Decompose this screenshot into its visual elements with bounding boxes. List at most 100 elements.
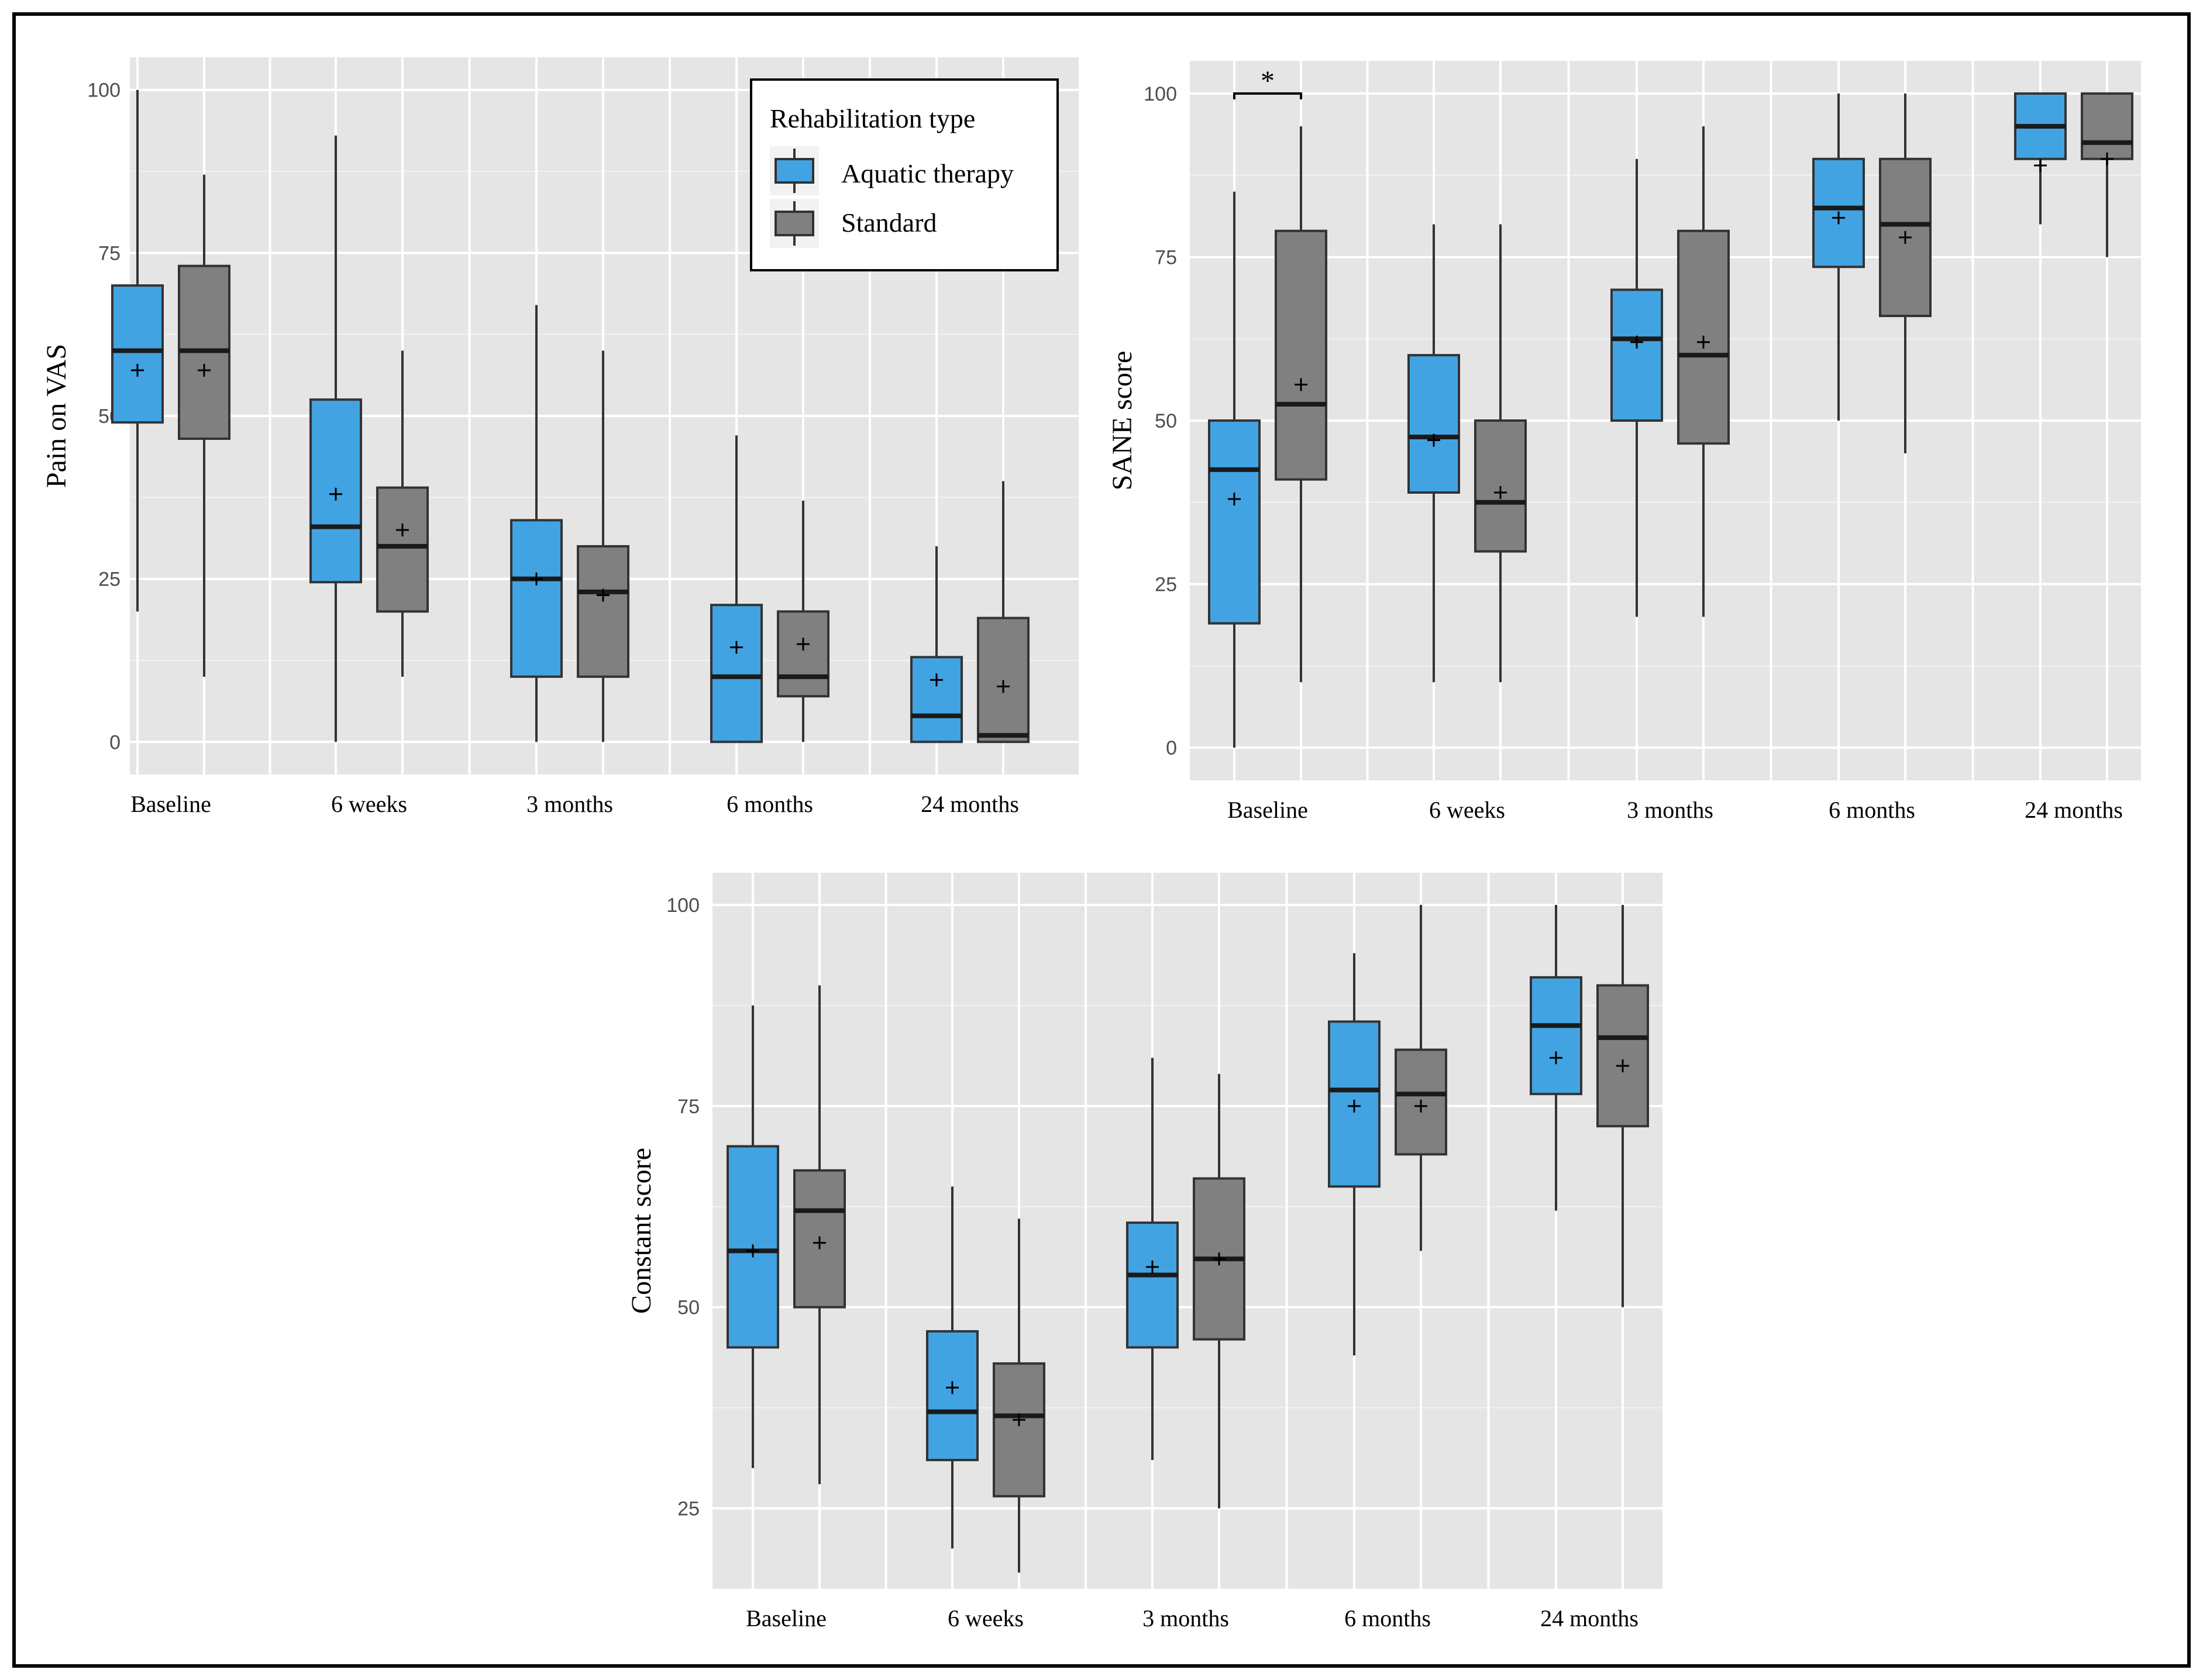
x-tick-label: Baseline	[130, 791, 211, 817]
x-tick-label: 6 months	[1344, 1605, 1431, 1631]
iqr-box	[510, 519, 563, 678]
y-tick-label: 25	[677, 1497, 700, 1520]
box-standard-24-months	[2081, 92, 2133, 257]
box-standard-24-months	[1596, 905, 1649, 1307]
x-tick-label: 3 months	[1142, 1605, 1229, 1631]
iqr-box	[2081, 92, 2133, 160]
x-tick-label: 6 weeks	[331, 791, 407, 817]
plot-background	[712, 873, 1662, 1589]
mean-marker	[1494, 486, 1507, 499]
iqr-box	[993, 1362, 1045, 1497]
mean-marker	[997, 680, 1010, 693]
mean-marker	[813, 1236, 826, 1249]
y-axis-title: Pain on VAS	[41, 344, 72, 488]
y-axis-title: Constant score	[626, 1148, 657, 1314]
box-aquatic-therapy-baseline	[727, 1005, 779, 1468]
legend: Rehabilitation type Aquatic therapy Stan…	[750, 78, 1059, 271]
mean-marker	[1899, 230, 1912, 244]
iqr-box	[1275, 229, 1327, 481]
iqr-box	[1208, 419, 1261, 625]
mean-marker	[597, 588, 610, 602]
y-tick-label: 0	[109, 731, 121, 753]
legend-title: Rehabilitation type	[770, 104, 975, 133]
iqr-box	[376, 486, 429, 613]
significance-label: *	[1261, 66, 1275, 97]
y-tick-label: 25	[98, 569, 121, 591]
mean-marker	[1427, 433, 1440, 447]
y-tick-label: 75	[98, 242, 121, 264]
box-aquatic-therapy-6-months	[1328, 953, 1381, 1356]
sane-score-panel: 0 25 50 75 100 * Baseline 6 weeks 3 months 6 mont…	[1107, 61, 2141, 823]
legend-label-standard: Standard	[841, 208, 937, 237]
mean-marker	[131, 363, 144, 377]
y-tick-label: 75	[677, 1096, 700, 1118]
x-tick-label: Baseline	[746, 1605, 827, 1631]
box-standard-24-months	[977, 481, 1030, 743]
box-aquatic-therapy-6-weeks	[1407, 224, 1460, 683]
mean-marker	[1697, 335, 1710, 349]
mean-marker	[530, 572, 543, 586]
y-tick-label: 100	[1144, 83, 1177, 105]
mean-marker	[329, 487, 342, 501]
box-aquatic-therapy-6-months	[1812, 93, 1865, 421]
box-standard-6-months	[1395, 905, 1447, 1251]
x-tick-label: 24 months	[1540, 1605, 1639, 1631]
mean-marker	[1832, 211, 1845, 225]
box-aquatic-therapy-24-months	[2014, 92, 2067, 225]
box-aquatic-therapy-3-months	[1610, 159, 1663, 617]
box-aquatic-therapy-baseline	[111, 89, 164, 612]
box-aquatic-therapy-24-months	[910, 546, 963, 743]
iqr-box	[1610, 288, 1663, 422]
iqr-box	[1474, 419, 1527, 553]
iqr-box	[926, 1330, 979, 1461]
mean-marker	[1550, 1051, 1562, 1065]
y-tick-label: 100	[87, 80, 121, 102]
mean-marker	[1630, 335, 1643, 349]
box-standard-baseline	[178, 174, 230, 677]
box-aquatic-therapy-6-months	[710, 435, 763, 743]
y-tick-label: 50	[1155, 410, 1177, 432]
mean-marker	[1348, 1099, 1361, 1113]
x-tick-label: 3 months	[526, 791, 613, 817]
x-tick-label: 3 months	[1627, 797, 1713, 823]
box-aquatic-therapy-3-months	[1126, 1058, 1179, 1460]
box-aquatic-therapy-baseline	[1208, 191, 1261, 748]
mean-marker	[1295, 378, 1307, 391]
y-axis-title: SANE score	[1107, 351, 1138, 491]
mean-marker	[930, 673, 943, 687]
iqr-box	[777, 610, 829, 698]
constant-score-panel: 25 50 75 100 Baseline 6 weeks 3 months 6 months…	[626, 873, 1662, 1631]
x-tick-label: 6 months	[1829, 797, 1915, 823]
box-standard-6-months	[1879, 93, 1932, 453]
mean-marker	[746, 1244, 759, 1258]
box-standard-3-months	[1677, 126, 1730, 617]
x-tick-label: Baseline	[1227, 797, 1308, 823]
box-standard-baseline	[793, 985, 846, 1485]
legend-key-aquatic	[775, 158, 814, 184]
iqr-box	[577, 545, 629, 678]
legend-label-aquatic: Aquatic therapy	[841, 159, 1014, 188]
box-standard-6-months	[777, 500, 829, 742]
iqr-box	[710, 604, 763, 743]
box-aquatic-therapy-24-months	[1530, 905, 1582, 1211]
y-tick-label: 75	[1155, 246, 1177, 268]
mean-marker	[1616, 1059, 1629, 1073]
box-standard-6-weeks	[993, 1218, 1045, 1573]
box-aquatic-therapy-6-weeks	[309, 135, 362, 742]
iqr-box	[1126, 1221, 1179, 1349]
iqr-box	[1530, 976, 1582, 1096]
mean-marker	[198, 363, 211, 377]
box-standard-6-weeks	[1474, 224, 1527, 683]
box-aquatic-therapy-3-months	[510, 305, 563, 742]
y-tick-label: 50	[677, 1297, 700, 1319]
box-standard-3-months	[577, 350, 629, 742]
figure-border	[12, 12, 2191, 1668]
x-tick-label: 6 weeks	[948, 1605, 1024, 1631]
y-tick-label: 25	[1155, 574, 1177, 596]
y-tick-label: 100	[666, 894, 700, 917]
x-tick-label: 24 months	[921, 791, 1019, 817]
x-tick-label: 6 months	[727, 791, 813, 817]
iqr-box	[1596, 984, 1649, 1128]
box-standard-baseline	[1275, 126, 1327, 683]
